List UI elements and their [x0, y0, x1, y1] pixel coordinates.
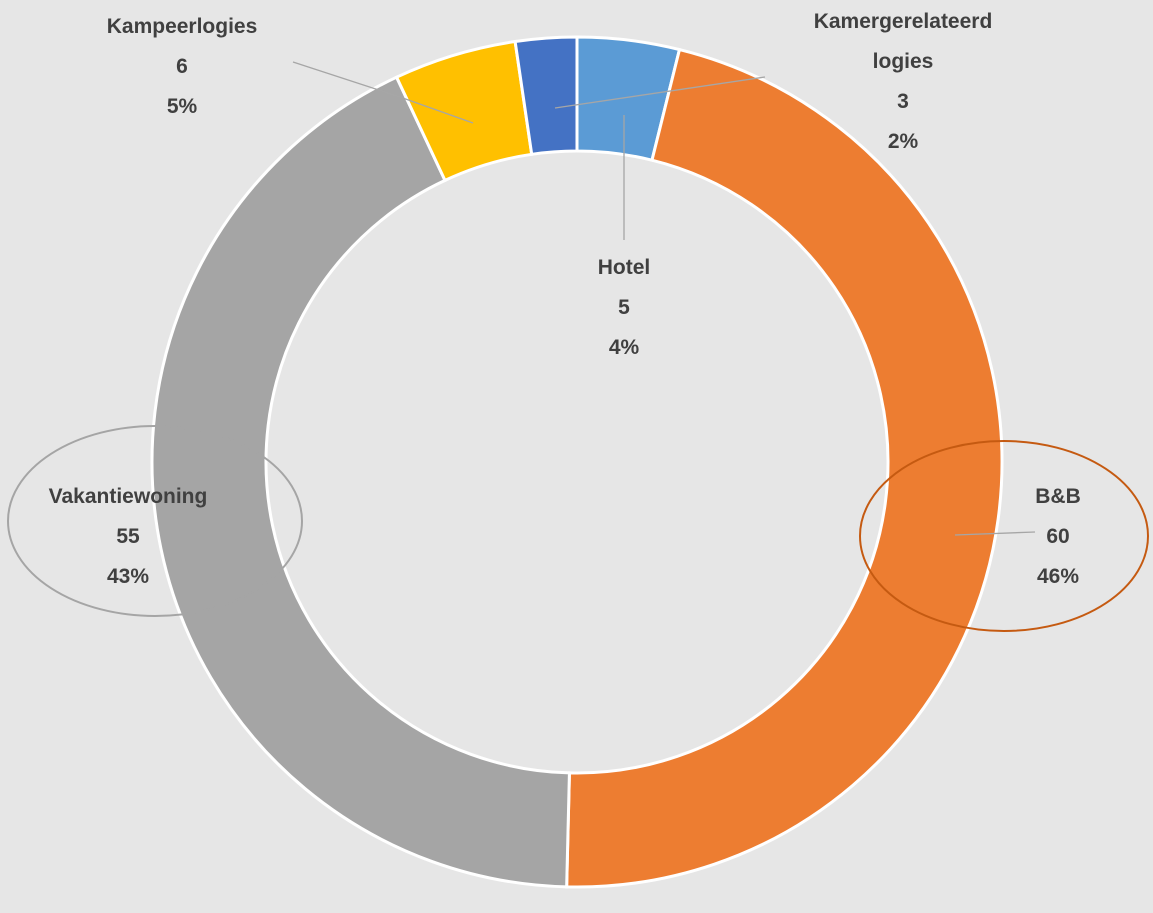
label-percent: 46%: [1036, 565, 1080, 588]
data-label: B&B 60 46%: [978, 477, 1138, 597]
leader-line: [292, 61, 474, 124]
label-name: B&B: [1035, 485, 1081, 508]
donut-slice: [565, 47, 1004, 889]
leader-line: [954, 531, 1036, 536]
label-name: Kampeerlogies: [106, 15, 258, 38]
highlight-ellipse: [7, 425, 303, 617]
label-name: Hotel: [597, 256, 651, 279]
label-value: 6: [176, 55, 188, 78]
donut: [150, 35, 1004, 889]
label-percent: 5%: [166, 95, 198, 118]
label-percent: 4%: [608, 336, 640, 359]
donut-slice: [150, 75, 571, 889]
leader-line: [554, 76, 766, 109]
label-name: Kamergerelateerd logies: [813, 10, 993, 73]
data-label: Hotel 5 4%: [544, 248, 704, 368]
donut-slice: [513, 35, 579, 157]
label-percent: 2%: [887, 130, 919, 153]
highlight-ellipse: [859, 440, 1149, 632]
label-value: 55: [116, 525, 140, 548]
label-value: 60: [1046, 525, 1070, 548]
leader-lines: [292, 61, 1036, 536]
data-label: Vakantiewoning 55 43%: [0, 477, 258, 597]
label-percent: 43%: [106, 565, 150, 588]
label-name: Vakantiewoning: [48, 485, 208, 508]
label-value: 3: [897, 90, 909, 113]
data-label: Kampeerlogies 6 5%: [52, 7, 312, 127]
data-label: Kamergerelateerd logies 3 2%: [803, 2, 1003, 162]
label-value: 5: [618, 296, 630, 319]
